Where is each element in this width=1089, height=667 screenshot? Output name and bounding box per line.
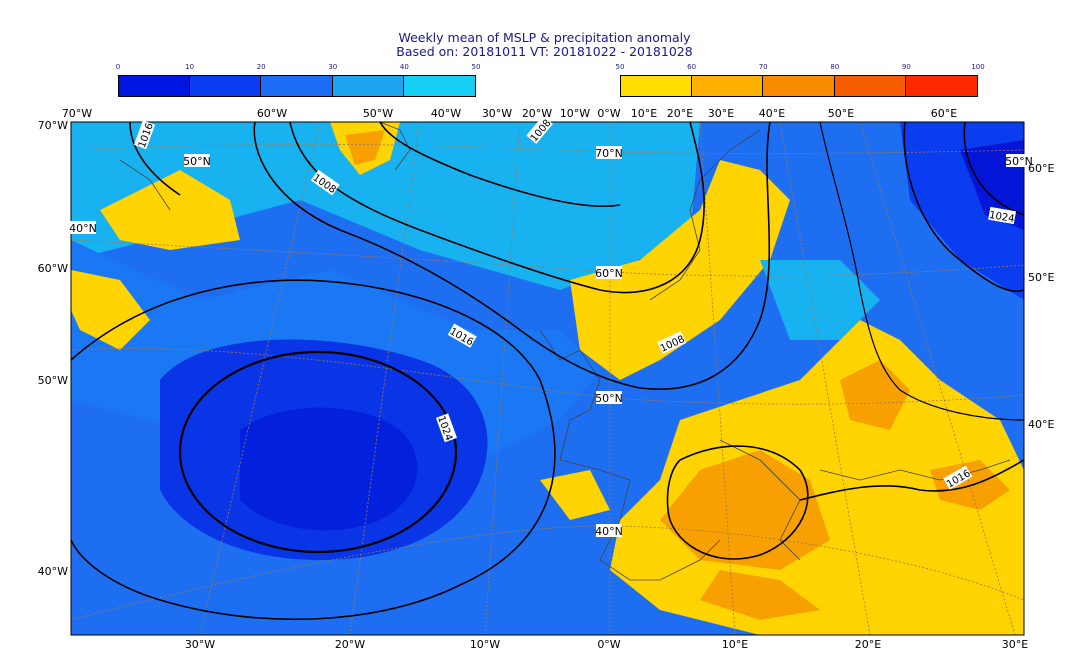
isobar-1016-mid — [253, 122, 771, 390]
top-lon-label: 50°W — [363, 107, 393, 120]
isobar-1008-north — [289, 122, 705, 294]
isobar-low-italy — [666, 445, 809, 560]
left-axis-label: 60°W — [38, 262, 68, 275]
isobar-1024-east — [903, 122, 1024, 292]
legend-tick-label: 50 — [615, 63, 625, 71]
top-lon-label: 20°W — [522, 107, 552, 120]
lat-label-60N: 60°N — [595, 266, 623, 280]
top-lon-label: 60°E — [931, 107, 957, 120]
isobar-1016-se — [799, 459, 1024, 501]
isobar-1016-atlantic — [71, 279, 556, 621]
map-field — [71, 122, 1024, 635]
svg-text:40°N: 40°N — [69, 222, 97, 235]
map-subtitle: Based on: 20181011 VT: 20181022 - 201810… — [396, 44, 693, 59]
svg-text:50°N: 50°N — [595, 392, 623, 405]
isobar-1024-east-inner — [963, 122, 1024, 216]
legend-low-anomaly — [118, 75, 476, 97]
top-lon-label: 10°W — [560, 107, 590, 120]
legend-tick-label: 10 — [185, 63, 195, 71]
svg-text:60°N: 60°N — [595, 267, 623, 280]
legend-swatch — [905, 76, 978, 96]
legend-swatch — [834, 76, 906, 96]
contour-label: 1024 — [988, 206, 1017, 225]
lat-label-40N: 40°N — [595, 524, 623, 538]
legend-swatch — [119, 76, 191, 96]
top-lon-label: 30°E — [708, 107, 734, 120]
svg-text:40°N: 40°N — [595, 525, 623, 538]
top-lon-label: 40°W — [431, 107, 461, 120]
legend-swatch — [332, 76, 404, 96]
lat-label-50N: 50°N — [595, 391, 623, 405]
top-lon-label: 40°E — [759, 107, 785, 120]
lat-label-50N-east: 50°N — [1005, 154, 1033, 168]
legend-tick-label: 90 — [901, 63, 911, 71]
legend-tick-label: 0 — [115, 63, 121, 71]
top-lon-labels: 70°W 60°W 50°W 40°W 30°W 20°W 10°W 0°W 1… — [62, 107, 957, 120]
contour-labels: 1016 1008 1008 1016 1024 1008 1016 1024 — [133, 115, 1017, 490]
svg-text:1024: 1024 — [988, 210, 1015, 225]
isobar-1024-atlantic — [178, 350, 458, 554]
left-axis-label: 70°W — [38, 119, 68, 132]
legend-high-anomaly — [620, 75, 978, 97]
right-axis-label: 40°E — [1028, 418, 1054, 431]
top-lon-label: 50°E — [828, 107, 854, 120]
map-title: Weekly mean of MSLP & precipitation anom… — [398, 30, 691, 45]
isobars — [71, 122, 1024, 621]
legend-tick-label: 30 — [328, 63, 338, 71]
legend-swatch — [621, 76, 693, 96]
bottom-lon-label: 10°E — [722, 638, 748, 651]
bottom-lon-label: 30°W — [185, 638, 215, 651]
legend-tick-label: 100 — [971, 63, 985, 71]
right-axis-label: 60°E — [1028, 162, 1054, 175]
legend-swatch — [403, 76, 476, 96]
legend-tick-label: 80 — [830, 63, 840, 71]
top-lon-label: 10°E — [631, 107, 657, 120]
right-axis-labels: 60°E 50°E 40°E — [1028, 162, 1054, 431]
bottom-lon-label: 0°W — [597, 638, 620, 651]
svg-text:50°N: 50°N — [183, 155, 211, 168]
isobar-1016-nw — [129, 122, 181, 196]
left-axis-label: 50°W — [38, 374, 68, 387]
top-lon-label: 70°W — [62, 107, 92, 120]
left-axis-labels: 70°W 60°W 50°W 40°W — [38, 119, 68, 578]
legend-swatch — [261, 76, 333, 96]
bottom-lon-labels: 30°W 20°W 10°W 0°W 10°E 20°E 30°E — [185, 638, 1028, 651]
legend-tick-label: 20 — [256, 63, 266, 71]
legend-tick-label: 70 — [758, 63, 768, 71]
svg-text:70°N: 70°N — [595, 147, 623, 160]
inner-lat-labels: 70°N 60°N 50°N 40°N 50°N 40°N 50°N — [69, 146, 1033, 538]
bottom-lon-label: 30°E — [1002, 638, 1028, 651]
bottom-lon-label: 20°E — [855, 638, 881, 651]
lat-label-70N: 70°N — [595, 146, 623, 160]
bottom-lon-label: 10°W — [470, 638, 500, 651]
lat-label-50N-west: 50°N — [183, 154, 211, 168]
left-axis-label: 40°W — [38, 565, 68, 578]
right-axis-label: 50°E — [1028, 271, 1054, 284]
top-lon-label: 20°E — [667, 107, 693, 120]
legend-tick-label: 40 — [399, 63, 409, 71]
legend-tick-label: 60 — [687, 63, 697, 71]
isobar-1000-north — [379, 122, 621, 208]
bottom-lon-label: 20°W — [335, 638, 365, 651]
top-lon-label: 0°W — [597, 107, 620, 120]
isobar-1020-east — [819, 122, 1024, 421]
top-lon-label: 30°W — [482, 107, 512, 120]
top-lon-label: 60°W — [257, 107, 287, 120]
lat-label-40N-west: 40°N — [69, 221, 97, 235]
legend-tick-label: 50 — [471, 63, 481, 71]
legend-swatch — [190, 76, 262, 96]
legend-swatch — [763, 76, 835, 96]
svg-text:50°N: 50°N — [1005, 155, 1033, 168]
legend-swatch — [692, 76, 764, 96]
